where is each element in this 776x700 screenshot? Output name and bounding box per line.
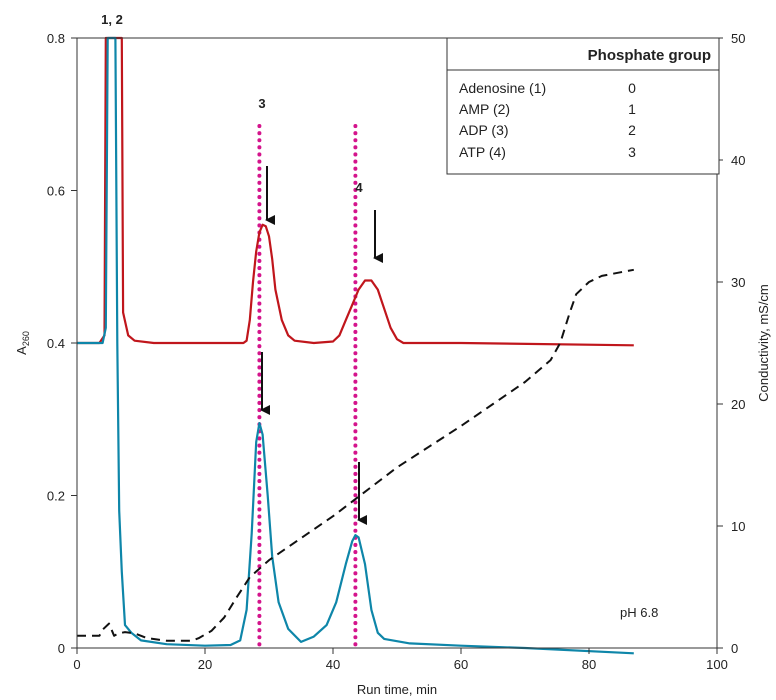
x-tick-label: 20 [198, 657, 212, 672]
peak-label-1-2: 1, 2 [101, 12, 123, 27]
x-axis-title: Run time, min [357, 682, 437, 697]
x-tick-label: 60 [454, 657, 468, 672]
table-row-name: Adenosine (1) [459, 80, 546, 96]
table-row-name: ADP (3) [459, 122, 509, 138]
table-row-name: AMP (2) [459, 101, 510, 117]
y-tick-label: 0.2 [47, 489, 65, 504]
phosphate-table: Phosphate group Adenosine (1) 0 AMP (2) … [446, 37, 720, 175]
peak-label-3: 3 [258, 96, 265, 111]
table-row-name: ATP (4) [459, 144, 506, 160]
series-line-dashed [77, 268, 634, 642]
y-tick-label: 0.8 [47, 31, 65, 46]
y-tick-label: 0.4 [47, 336, 65, 351]
y2-tick-label: 10 [731, 519, 745, 534]
series-line-blue [77, 36, 634, 655]
x-tick-label: 0 [73, 657, 80, 672]
y2-tick-label: 20 [731, 397, 745, 412]
plot-layer [77, 36, 634, 655]
y2-axis-title: Conductivity, mS/cm [756, 284, 771, 402]
svg-text:A260: A260 [14, 331, 31, 355]
table-row-value: 1 [628, 101, 636, 117]
table-row-value: 2 [628, 122, 636, 138]
table-row-value: 0 [628, 80, 636, 96]
x-tick-label: 40 [326, 657, 340, 672]
table-header: Phosphate group [588, 47, 711, 64]
y-axis-title: A260 [14, 331, 31, 355]
x-tick-label: 80 [582, 657, 596, 672]
peak-label-4: 4 [355, 180, 363, 195]
y-tick-label: 0 [58, 641, 65, 656]
y2-tick-label: 30 [731, 275, 745, 290]
ph-annotation: pH 6.8 [620, 605, 658, 620]
table-row-value: 3 [628, 144, 636, 160]
y2-tick-label: 50 [731, 31, 745, 46]
y2-tick-label: 0 [731, 641, 738, 656]
y-axis-title-sub: 260 [21, 331, 31, 346]
y-tick-label: 0.6 [47, 184, 65, 199]
x-tick-label: 100 [706, 657, 728, 672]
annotation-layer: 1, 2 3 4 pH 6.8 [101, 12, 658, 620]
table-box [446, 37, 720, 175]
y-axis-title-main: A [14, 346, 29, 355]
series-line-red [77, 36, 634, 347]
y2-tick-label: 40 [731, 153, 745, 168]
